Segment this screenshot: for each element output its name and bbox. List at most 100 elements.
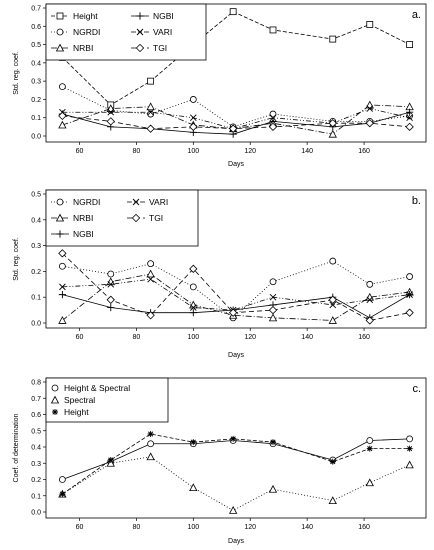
- x-axis-label: Days: [228, 161, 244, 168]
- y-axis-label: Std. reg. coef.: [13, 237, 20, 281]
- x-tick-label: 80: [132, 148, 140, 155]
- data-point-spectral: [405, 460, 414, 469]
- panel-label: b.: [412, 195, 421, 207]
- data-point-ngrdi: [189, 96, 197, 103]
- x-tick-label: 160: [358, 334, 370, 341]
- data-point-tgi: [328, 295, 337, 304]
- data-point-height: [366, 445, 373, 452]
- series-line-vari: [62, 278, 410, 311]
- x-tick-label: 100: [187, 524, 199, 531]
- y-tick-label: 0.0: [31, 510, 41, 517]
- data-point-height-and-spectral: [366, 437, 374, 444]
- series-tgi: [58, 249, 414, 325]
- data-point-vari: [329, 301, 337, 309]
- panel-label: a.: [412, 9, 421, 21]
- legend-label-height: Height: [73, 11, 98, 21]
- data-point-vari: [189, 304, 197, 311]
- legend: Height NGRDI NRBI NGBI VARI TGI: [45, 3, 207, 61]
- data-point-spectral: [189, 483, 198, 492]
- x-tick-label: 120: [244, 148, 256, 155]
- y-tick-label: 0.2: [31, 97, 41, 104]
- y-axis-label: Std. reg. coef.: [13, 51, 20, 95]
- x-tick-label: 80: [132, 524, 140, 531]
- data-point-vari: [147, 108, 154, 116]
- y-tick-label: 0.3: [31, 79, 41, 86]
- data-point-tgi: [228, 124, 238, 133]
- series-line-spectral: [62, 456, 410, 511]
- legend-marker-nrbi: [55, 43, 65, 52]
- data-point-ngrdi: [269, 110, 277, 118]
- legend-marker-height: [56, 12, 64, 20]
- data-point-tgi: [405, 308, 414, 317]
- legend-label-ngrdi: NGRDI: [73, 27, 100, 37]
- legend-label-ngrdi: NGRDI: [73, 197, 100, 207]
- data-point-tgi: [106, 117, 115, 126]
- data-point-height: [329, 458, 336, 465]
- legend-marker-ngbi: [136, 12, 144, 20]
- series-line-height: [62, 433, 410, 495]
- x-tick-label: 120: [244, 334, 256, 341]
- data-point-tgi: [365, 119, 374, 128]
- y-tick-label: 0.5: [31, 428, 41, 435]
- data-point-nrbi: [328, 129, 337, 138]
- data-point-height: [147, 77, 155, 85]
- data-point-nrbi: [146, 269, 155, 278]
- x-tick-label: 140: [301, 334, 313, 341]
- y-tick-label: 0.3: [31, 461, 41, 468]
- y-tick-label: 0.1: [31, 493, 41, 500]
- data-point-ngbi: [58, 291, 66, 299]
- data-point-height: [229, 8, 237, 16]
- y-tick-label: 0.1: [31, 115, 41, 122]
- legend-marker-ngbi: [56, 230, 64, 238]
- data-point-vari: [107, 108, 115, 116]
- plot-frame: [45, 377, 427, 519]
- y-tick-label: 0.3: [31, 243, 41, 250]
- data-point-tgi: [228, 308, 238, 317]
- data-point-tgi: [189, 264, 198, 273]
- data-point-ngrdi: [269, 278, 277, 286]
- data-point-ngrdi: [58, 83, 66, 91]
- x-axis-label: Days: [228, 538, 244, 545]
- data-point-nrbi: [365, 100, 374, 109]
- legend-label-height: Height: [64, 407, 89, 417]
- plot-frame: [45, 3, 427, 143]
- legend-marker-ngrdi: [56, 28, 64, 36]
- y-tick-label: 0.7: [31, 396, 41, 403]
- data-point-height: [107, 457, 114, 463]
- data-point-ngrdi: [366, 280, 374, 288]
- data-point-nrbi: [328, 316, 337, 324]
- y-tick-label: 0.4: [31, 445, 41, 452]
- y-tick-label: 0.7: [31, 6, 41, 13]
- y-tick-label: 0.6: [31, 24, 41, 31]
- data-point-tgi: [365, 316, 374, 325]
- data-point-nrbi: [268, 313, 278, 322]
- legend-label-nrbi: NRBI: [73, 43, 93, 53]
- data-point-nrbi: [58, 316, 67, 324]
- data-point-tgi: [189, 122, 198, 132]
- series-line-height-and-spectral: [62, 438, 410, 480]
- y-tick-label: 0.2: [31, 269, 41, 276]
- data-point-spectral: [365, 478, 374, 487]
- legend-label-spectral: Spectral: [64, 395, 95, 405]
- data-point-ngbi: [189, 309, 197, 317]
- chart-panel-2: 60 80 100 120 140 160 0.0 0.1 0.2 0.3 0.4 0.5 Days St…: [13, 189, 427, 359]
- data-point-spectral: [268, 484, 278, 493]
- legend-marker-spectral: [50, 395, 60, 404]
- data-point-tgi: [405, 122, 414, 132]
- y-tick-label: 0.0: [31, 134, 41, 141]
- legend-label-tgi: TGI: [149, 213, 163, 223]
- panel-label: c.: [412, 383, 421, 395]
- legend-marker-height: [52, 409, 58, 415]
- data-point-tgi: [268, 305, 278, 315]
- data-point-spectral: [146, 452, 155, 461]
- legend-marker-vari: [132, 198, 140, 206]
- data-point-height: [366, 21, 374, 28]
- data-point-tgi: [146, 124, 155, 133]
- data-point-height: [270, 439, 276, 446]
- data-point-ngbi: [107, 303, 115, 312]
- series-ngrdi: [58, 83, 414, 131]
- legend-marker-ngrdi: [56, 198, 64, 206]
- data-point-tgi: [328, 119, 337, 128]
- data-point-ngrdi: [189, 283, 197, 291]
- legend-marker-tgi: [135, 43, 145, 53]
